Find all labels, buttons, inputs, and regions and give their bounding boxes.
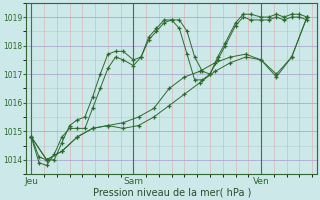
X-axis label: Pression niveau de la mer( hPa ): Pression niveau de la mer( hPa )	[92, 187, 251, 197]
